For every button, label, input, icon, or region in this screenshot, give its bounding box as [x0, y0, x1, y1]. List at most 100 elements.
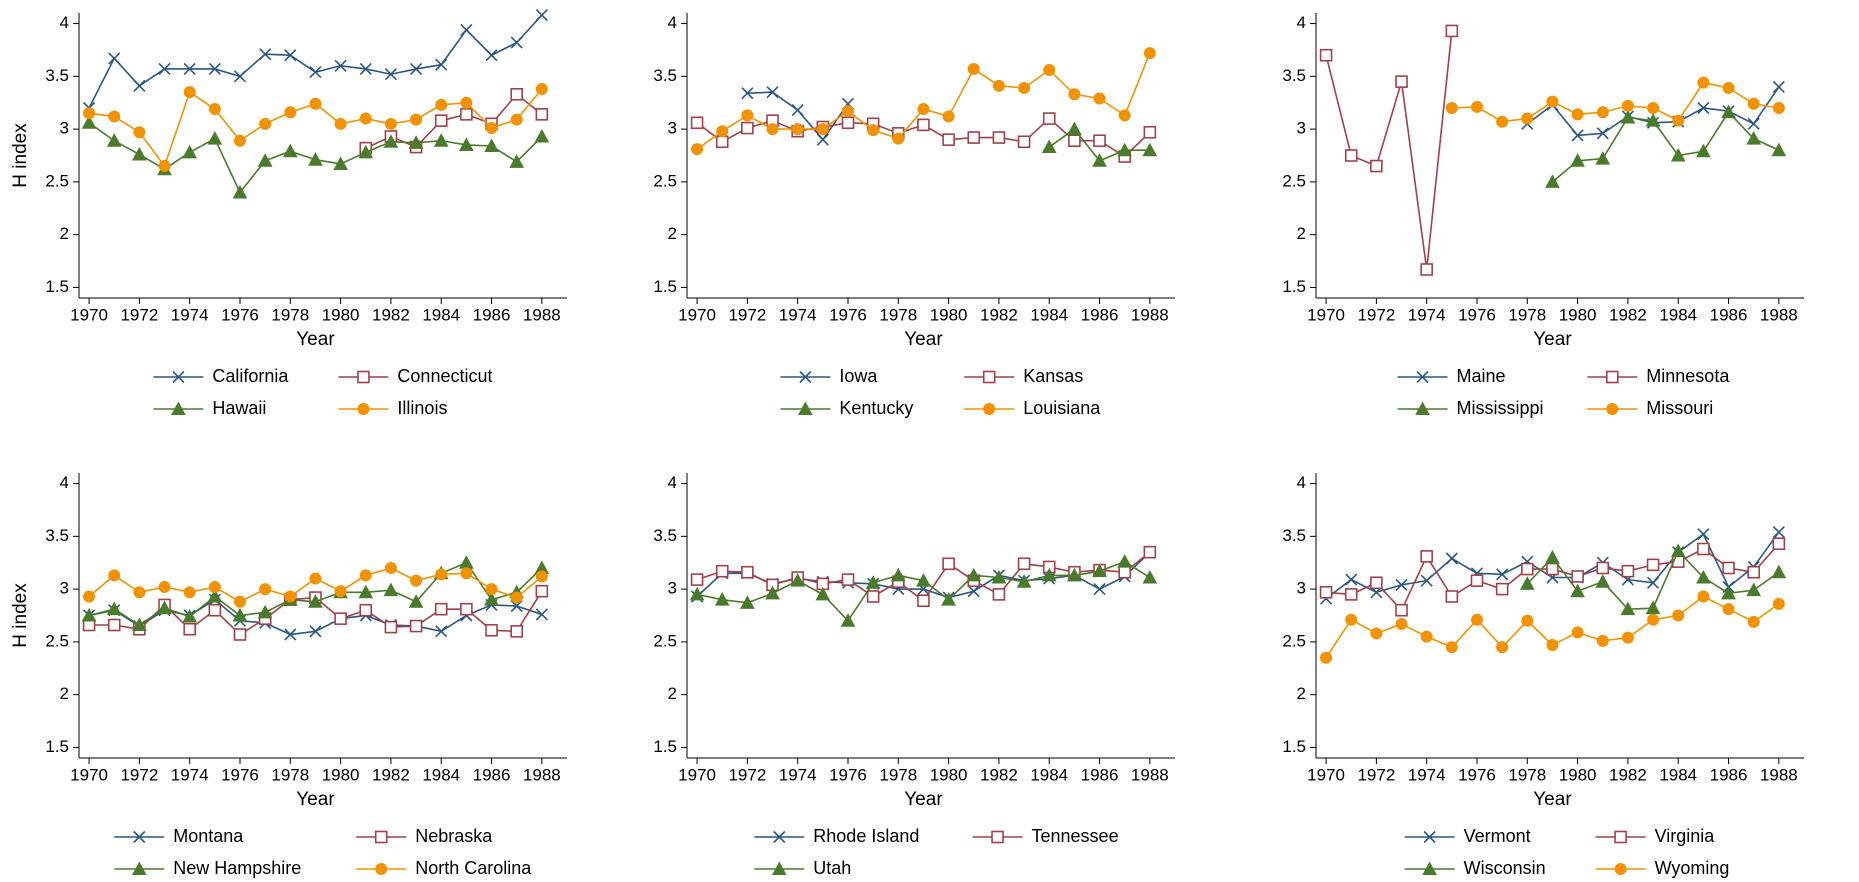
- data-point: [509, 154, 525, 168]
- data-point: [790, 573, 806, 587]
- x-tick-label: 1970: [1307, 305, 1345, 324]
- data-point: [1521, 614, 1534, 627]
- legend-label: Tennessee: [1032, 826, 1119, 846]
- legend-label: Rhode Island: [813, 826, 919, 846]
- data-point: [284, 590, 297, 603]
- y-tick-label: 4: [60, 473, 69, 492]
- data-point: [1093, 92, 1106, 105]
- data-point: [1319, 48, 1333, 62]
- x-tick-label: 1986: [1081, 765, 1119, 784]
- data-point: [359, 569, 372, 582]
- data-point: [334, 612, 347, 625]
- y-tick-label: 4: [668, 13, 677, 32]
- data-point: [1546, 95, 1559, 108]
- data-point: [1142, 569, 1158, 584]
- x-tick-label: 1984: [422, 305, 460, 324]
- data-point: [815, 586, 831, 601]
- data-point: [485, 122, 498, 135]
- data-point: [1143, 545, 1157, 559]
- data-point: [1722, 603, 1735, 616]
- data-point: [1571, 108, 1584, 121]
- y-tick-label: 1.5: [45, 737, 69, 756]
- data-point: [232, 184, 248, 199]
- data-point: [535, 83, 548, 95]
- series-line: [88, 14, 543, 109]
- legend-label: Maine: [1457, 366, 1506, 386]
- data-point: [1016, 574, 1032, 588]
- data-point: [892, 132, 905, 145]
- data-point: [282, 143, 298, 158]
- data-point: [410, 62, 423, 76]
- data-point: [1747, 97, 1760, 110]
- x-tick-label: 1972: [120, 765, 158, 784]
- legend-label: Wisconsin: [1464, 858, 1546, 878]
- data-point: [409, 619, 423, 633]
- legend-marker: [171, 401, 186, 415]
- y-tick-label: 2.5: [1282, 631, 1306, 650]
- y-tick-label: 4: [1297, 13, 1306, 32]
- data-point: [992, 588, 1006, 601]
- y-tick-label: 3.5: [1282, 66, 1306, 85]
- data-point: [1420, 630, 1433, 643]
- data-point: [1570, 153, 1585, 167]
- data-point: [1142, 142, 1158, 157]
- y-tick-label: 3.5: [653, 526, 677, 545]
- x-tick-label: 1984: [1030, 305, 1068, 324]
- legend-marker: [375, 863, 388, 875]
- data-point: [1721, 585, 1736, 600]
- data-point: [1395, 617, 1408, 630]
- data-point: [1546, 639, 1559, 652]
- x-tick-label: 1982: [980, 765, 1018, 784]
- data-point: [284, 49, 297, 62]
- x-axis-label: Year: [904, 329, 943, 350]
- data-point: [1519, 576, 1535, 590]
- data-point: [967, 585, 980, 598]
- y-tick-label: 3.5: [45, 526, 69, 545]
- legend-label: Missouri: [1646, 398, 1713, 418]
- x-tick-label: 1978: [879, 765, 917, 784]
- data-point: [1319, 585, 1333, 599]
- data-point: [966, 567, 982, 582]
- x-tick-label: 1978: [271, 305, 309, 324]
- legend-label: Connecticut: [397, 366, 492, 386]
- data-point: [1370, 576, 1383, 590]
- data-point: [1320, 651, 1333, 664]
- data-point: [1545, 549, 1560, 564]
- data-point: [133, 79, 146, 92]
- x-tick-label: 1978: [1508, 305, 1546, 324]
- data-point: [207, 131, 223, 145]
- x-tick-label: 1974: [171, 305, 209, 324]
- data-point: [359, 112, 372, 125]
- data-point: [1697, 590, 1710, 603]
- x-tick-label: 1976: [829, 305, 867, 324]
- data-point: [510, 36, 523, 49]
- data-point: [841, 573, 855, 586]
- data-point: [1496, 115, 1509, 128]
- data-point: [535, 584, 549, 598]
- x-tick-label: 1988: [1760, 305, 1798, 324]
- data-point: [1772, 526, 1785, 539]
- x-tick-label: 1980: [1559, 765, 1597, 784]
- legend-marker: [983, 403, 996, 415]
- data-point: [1067, 121, 1082, 136]
- data-point: [232, 607, 248, 622]
- x-tick-label: 1976: [829, 765, 867, 784]
- data-point: [1395, 578, 1408, 591]
- data-point: [1747, 565, 1760, 579]
- data-point: [259, 117, 272, 130]
- legend-label: California: [212, 366, 289, 386]
- data-point: [384, 562, 397, 574]
- y-tick-label: 2: [668, 684, 677, 703]
- y-tick-label: 2.5: [45, 171, 69, 190]
- data-point: [309, 572, 322, 585]
- data-point: [691, 143, 704, 156]
- data-point: [158, 581, 171, 593]
- data-point: [1722, 561, 1735, 575]
- x-tick-label: 1970: [1307, 765, 1345, 784]
- data-point: [1445, 552, 1458, 565]
- data-point: [408, 594, 424, 608]
- x-tick-label: 1970: [70, 305, 108, 324]
- legend-marker: [131, 861, 147, 875]
- legend-label: Montana: [173, 826, 244, 846]
- data-point: [942, 110, 955, 123]
